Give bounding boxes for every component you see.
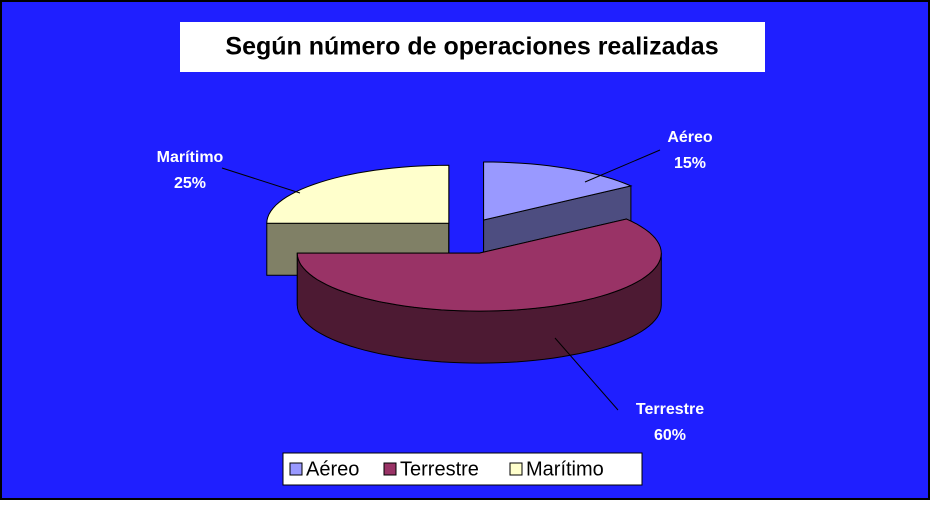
legend-swatch [383,462,397,476]
legend-label: Aéreo [306,458,359,480]
leader-line [554,337,619,411]
title-box [180,22,765,72]
leader-line [221,167,301,194]
data-label-category: Terrestre [636,401,704,418]
slice [296,218,662,312]
legend-box [282,452,643,486]
legend-label: Terrestre [400,458,479,480]
slice [483,161,633,221]
legend-swatch [289,462,303,476]
data-label-value: 25% [174,175,206,192]
data-label-value: 60% [654,427,686,444]
slice [266,164,450,224]
legend-label: Marítimo [526,458,604,480]
leader-line [584,149,661,183]
data-label-category: Aéreo [667,129,713,146]
chart-title: Según número de operaciones realizadas [225,33,718,61]
data-label-value: 15% [674,155,706,172]
legend-swatch [509,462,523,476]
data-label-category: Marítimo [157,149,224,166]
